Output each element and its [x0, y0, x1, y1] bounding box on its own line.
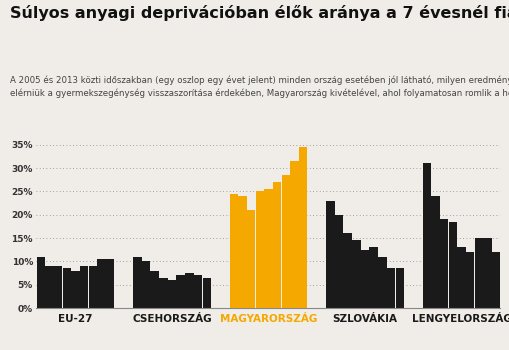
Text: A 2005 és 2013 közti időszakban (egy oszlop egy évet jelent) minden ország eseté: A 2005 és 2013 közti időszakban (egy osz… [10, 75, 509, 98]
Bar [395, 268, 403, 308]
Bar [167, 280, 176, 308]
Text: Súlyos anyagi deprivációban élők aránya a 7 évesnél fiatalabb népesség körében: Súlyos anyagi deprivációban élők aránya … [10, 5, 509, 21]
Bar [483, 238, 491, 308]
Bar [264, 189, 272, 308]
Bar [89, 266, 97, 308]
Bar [377, 257, 386, 308]
Bar [457, 247, 465, 308]
Bar [150, 271, 159, 308]
Bar [325, 201, 334, 308]
Bar [142, 261, 150, 308]
Bar [474, 238, 482, 308]
Bar [360, 250, 369, 308]
Bar [439, 219, 447, 308]
Bar [298, 147, 307, 308]
Bar [185, 273, 193, 308]
Bar [255, 191, 264, 308]
Bar [465, 252, 473, 308]
Bar [133, 257, 141, 308]
Bar [246, 210, 255, 308]
Bar [71, 271, 79, 308]
Bar [431, 196, 439, 308]
Bar [272, 182, 281, 308]
Bar [97, 259, 105, 308]
Bar [369, 247, 377, 308]
Bar [448, 222, 456, 308]
Bar [202, 278, 211, 308]
Bar [238, 196, 246, 308]
Bar [281, 175, 290, 308]
Bar [229, 194, 238, 308]
Bar [491, 252, 499, 308]
Bar [45, 266, 53, 308]
Bar [106, 259, 114, 308]
Bar [334, 215, 343, 308]
Bar [54, 266, 62, 308]
Bar [159, 278, 167, 308]
Bar [193, 275, 202, 308]
Bar [290, 161, 298, 308]
Bar [63, 268, 71, 308]
Bar [351, 240, 360, 308]
Bar [343, 233, 351, 308]
Bar [80, 266, 88, 308]
Bar [386, 268, 394, 308]
Bar [176, 275, 185, 308]
Bar [422, 163, 430, 308]
Bar [37, 257, 45, 308]
